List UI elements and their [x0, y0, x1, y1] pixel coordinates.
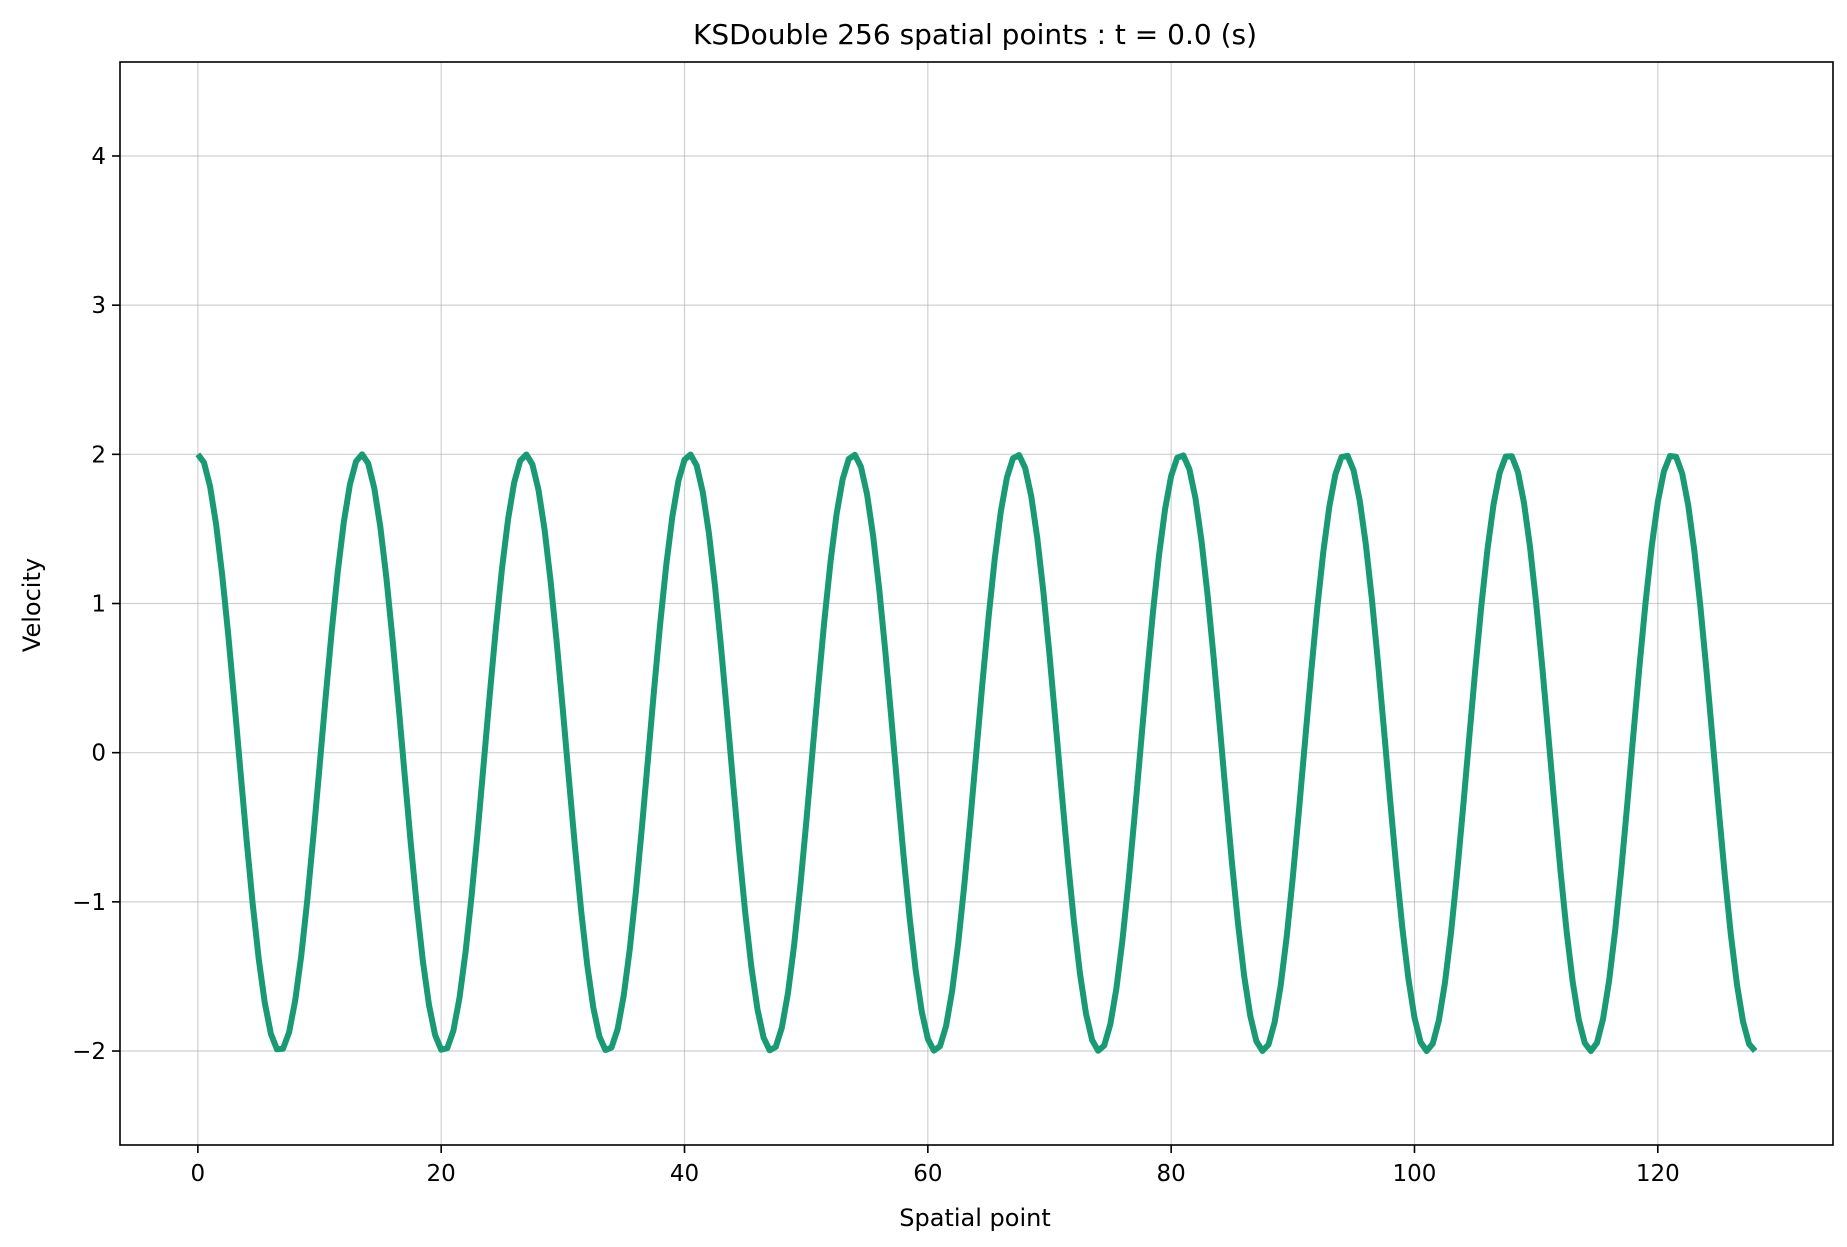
y-tick-label: 4 — [91, 144, 106, 170]
x-tick-label: 40 — [670, 1161, 699, 1187]
y-axis-label: Velocity — [18, 558, 46, 652]
x-tick-label: 60 — [913, 1161, 942, 1187]
velocity-series-line — [195, 451, 1758, 1055]
x-tick-label: 80 — [1157, 1161, 1186, 1187]
x-tick-label: 0 — [191, 1161, 206, 1187]
y-tick-label: −2 — [72, 1039, 106, 1065]
grid — [120, 62, 1833, 1145]
y-tick-label: 1 — [91, 592, 106, 618]
x-tick-label: 120 — [1636, 1161, 1680, 1187]
y-tick-label: 0 — [91, 741, 106, 767]
y-tick-label: 3 — [91, 293, 106, 319]
y-tick-label: −1 — [72, 890, 106, 916]
x-tick-label: 20 — [427, 1161, 456, 1187]
y-tick-label: 2 — [91, 442, 106, 468]
chart-title: KSDouble 256 spatial points : t = 0.0 (s… — [693, 18, 1257, 51]
x-axis-label: Spatial point — [899, 1204, 1050, 1232]
x-tick-label: 100 — [1393, 1161, 1437, 1187]
ticks: 0 20 40 60 80 100 120 −2 −1 0 1 2 3 4 — [72, 144, 1680, 1187]
series-layer — [195, 451, 1758, 1055]
